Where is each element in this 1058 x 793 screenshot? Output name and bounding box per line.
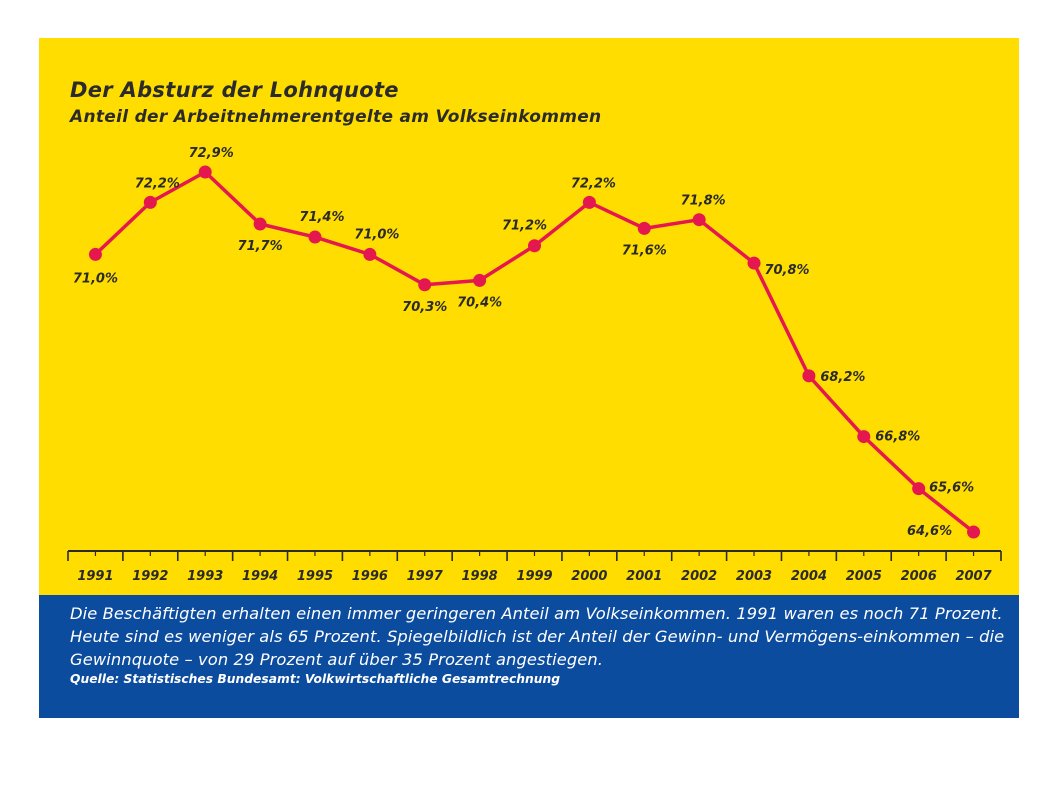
x-tick-label: 1993 [187,569,223,584]
x-tick-label: 1994 [242,569,278,584]
data-label: 68,2% [820,370,865,385]
data-label: 70,3% [402,300,447,315]
data-label: 66,8% [875,430,920,445]
x-tick-label: 1992 [132,569,168,584]
data-label: 71,4% [299,210,344,225]
data-label: 72,2% [135,176,180,191]
footer-description: Die Beschäftigten erhalten einen immer g… [70,604,1005,669]
x-tick-label: 2004 [791,569,827,584]
data-point [473,273,487,287]
data-label: 72,9% [189,146,234,161]
data-label: 71,8% [681,194,726,209]
data-point [582,195,596,209]
footer-box: Die Beschäftigten erhalten einen immer g… [39,595,1019,718]
data-point [692,213,706,227]
data-point [88,247,102,261]
data-point [967,525,981,539]
data-point [308,230,322,244]
chart-title: Der Absturz der Lohnquote [70,78,399,102]
x-tick-label: 1996 [352,569,388,584]
data-point [198,165,212,179]
x-tick-label: 1998 [462,569,498,584]
data-label: 71,6% [622,243,667,258]
data-point [528,239,541,253]
data-label: 71,2% [502,219,547,234]
data-label: 71,0% [354,227,399,242]
x-tick-label: 2006 [901,569,937,584]
x-tick-label: 2002 [681,569,717,584]
data-point [857,430,871,444]
data-label: 70,4% [457,295,502,310]
x-tick-label: 2003 [736,569,772,584]
x-tick-label: 1991 [77,569,113,584]
data-point [363,247,377,261]
x-tick-label: 1997 [407,569,444,584]
data-label: 71,7% [238,239,283,254]
data-point [143,195,157,209]
x-tick-label: 2005 [846,569,882,584]
x-tick-label: 2001 [626,569,662,584]
data-label: 65,6% [929,481,974,496]
data-label: 71,0% [73,271,118,286]
x-tick-label: 1995 [297,569,333,584]
footer-source: Quelle: Statistisches Bundesamt: Volkwir… [70,672,561,686]
chart-subtitle: Anteil der Arbeitnehmerentgelte am Volks… [70,107,602,127]
data-point [802,369,816,383]
data-point [418,278,432,292]
x-tick-label: 1999 [516,569,552,584]
chart-area: Der Absturz der Lohnquote Anteil der Arb… [39,38,1019,595]
data-point [747,256,761,270]
data-point [637,221,651,235]
infographic-panel: Der Absturz der Lohnquote Anteil der Arb… [39,38,1019,718]
data-label: 72,2% [571,176,616,191]
x-tick-label: 2000 [571,569,607,584]
data-point [253,217,267,231]
x-tick-label: 2007 [955,569,992,584]
line-chart: 1991 1992 1993 1994 1995 1996 1997 1998 1999 2000… [67,146,1002,584]
data-label: 64,6% [907,524,952,539]
data-label: 70,8% [764,263,809,278]
data-point [912,482,926,496]
